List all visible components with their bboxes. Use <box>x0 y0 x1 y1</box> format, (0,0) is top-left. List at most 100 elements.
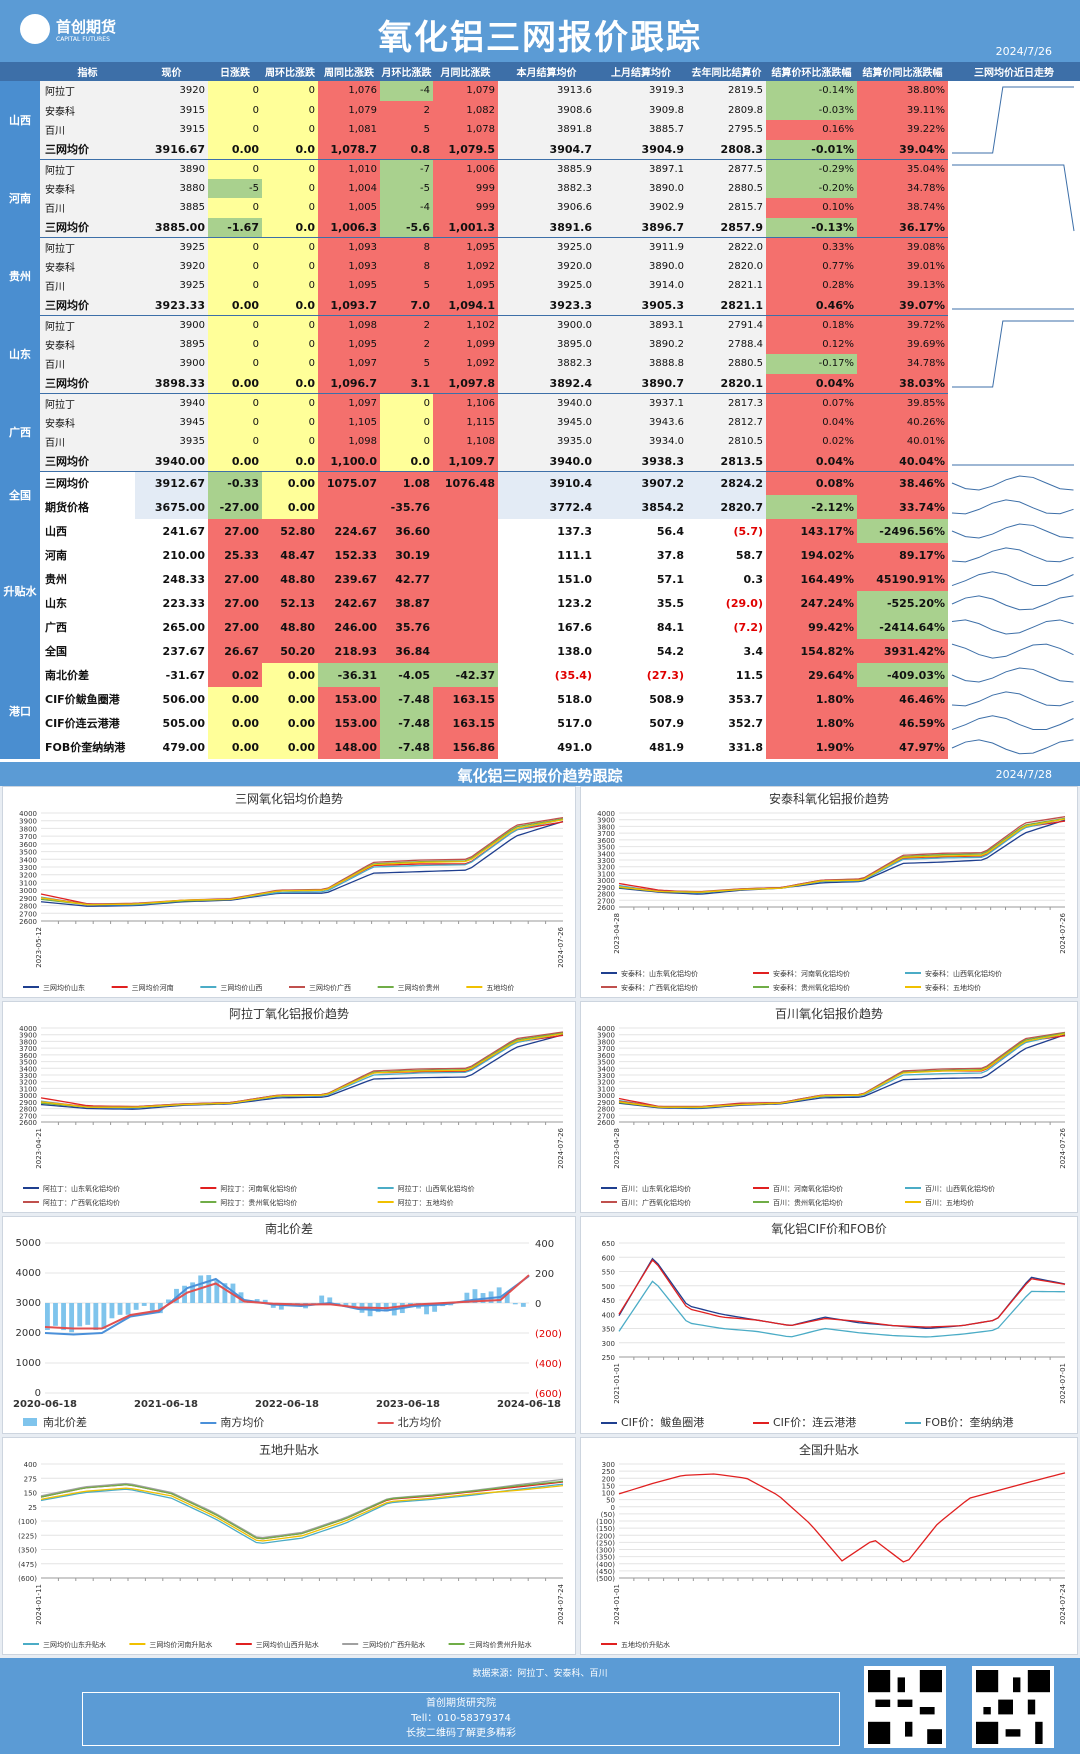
region-label: 山西 <box>0 81 40 159</box>
table-cell: 1,097 <box>318 354 380 374</box>
table-cell: -27.00 <box>208 495 262 519</box>
table-cell: 46.59% <box>857 711 948 735</box>
x-tick-label: 2023-04-21 <box>35 1128 43 1169</box>
y-tick-label: 2700 <box>597 1112 615 1120</box>
header-cell-blank <box>0 62 40 81</box>
table-cell: 3919.3 <box>595 81 687 101</box>
column-header: 三网均价近日走势 <box>948 62 1080 81</box>
table-cell: -2.12% <box>766 495 857 519</box>
table-cell: 1,098 <box>318 432 380 452</box>
bar <box>520 1303 526 1307</box>
y-tick-label: 3300 <box>19 864 37 872</box>
y-tick-label: 3900 <box>597 1032 615 1040</box>
logo-subtext: CAPITAL FUTURES <box>56 36 110 43</box>
y-tick-label: 3900 <box>19 818 37 826</box>
bar <box>93 1303 99 1331</box>
legend-label: 三网均价河南 <box>132 983 174 992</box>
table-cell: 3896.7 <box>595 217 687 238</box>
table-row: 三网均价 3923.33 0.00 0.0 1,093.7 7.0 1,094.1 3923.… <box>0 295 1080 316</box>
table-cell: 3943.6 <box>595 412 687 432</box>
column-header: 日涨跌 <box>208 62 262 81</box>
qr-code-icon[interactable] <box>864 1666 946 1748</box>
section-title: 氧化铝三网报价趋势跟踪 <box>457 767 623 785</box>
table-cell: 1,115 <box>433 412 498 432</box>
table-cell: 0.04% <box>766 373 857 394</box>
table-cell: 3891.8 <box>498 120 595 140</box>
bar <box>424 1303 429 1315</box>
table-cell: 3.1 <box>380 373 433 394</box>
table-cell: 242.67 <box>318 591 380 615</box>
y-tick-label: 5000 <box>16 1238 41 1249</box>
table-cell: 48.47 <box>262 543 318 567</box>
y2-tick-label: (600) <box>535 1389 562 1400</box>
table-cell: 0.33% <box>766 237 857 257</box>
table-cell: 0.28% <box>766 276 857 296</box>
table-cell: 33.74% <box>857 495 948 519</box>
table-cell: 3885 <box>135 198 208 218</box>
qr-code-icon[interactable] <box>972 1666 1054 1748</box>
table-row: 百川 3935 0 0 1,098 0 1,108 3935.0 3934.0 2810.5 0.0… <box>0 432 1080 452</box>
chart-title: 全国升贴水 <box>799 1442 859 1457</box>
y-tick-label: 3100 <box>597 1085 615 1093</box>
y-tick-label: 2800 <box>597 891 615 899</box>
y-tick-label: 3800 <box>597 1038 615 1046</box>
table-cell: 0.02% <box>766 432 857 452</box>
column-header: 结算价同比涨跌幅 <box>857 62 948 81</box>
table-cell <box>433 615 498 639</box>
table-cell: 1,102 <box>433 315 498 335</box>
table-cell: 0.0 <box>262 217 318 238</box>
column-header: 月环比涨跌 <box>380 62 433 81</box>
legend-label: CIF价：连云港港 <box>773 1416 856 1429</box>
table-cell: 247.24% <box>766 591 857 615</box>
table-cell: 26.67 <box>208 639 262 663</box>
row-label: 阿拉丁 <box>40 315 135 335</box>
table-cell: 3891.6 <box>498 217 595 238</box>
table-cell: 0.0 <box>262 451 318 472</box>
y-tick-label: 3700 <box>597 1045 615 1053</box>
table-cell: 517.0 <box>498 711 595 735</box>
table-cell: 0.08% <box>766 471 857 495</box>
sparkline <box>951 667 1074 683</box>
bar <box>61 1303 66 1331</box>
legend-label: 安泰科：五地均价 <box>925 983 981 992</box>
chart-panel: 全国升贴水 (500) (450) (400) (350) (300) (250) (200)… <box>580 1437 1078 1655</box>
table-cell: 0.00 <box>208 295 262 316</box>
y-tick-label: (150) <box>596 1525 615 1533</box>
table-cell: 1,097 <box>318 393 380 413</box>
table-cell: 0.02 <box>208 663 262 687</box>
y-tick-label: (225) <box>18 1532 37 1540</box>
legend-label: 安泰科：山西氧化铝均价 <box>925 969 1002 978</box>
table-cell: 3920 <box>135 256 208 276</box>
y-tick-label: 2700 <box>597 897 615 905</box>
table-cell: 39.08% <box>857 237 948 257</box>
chart-panel: 阿拉丁氧化铝报价趋势 2600 2700 2800 2900 3000 3100 3200 33… <box>2 1001 576 1213</box>
table-cell: 1,093 <box>318 256 380 276</box>
table-cell: 3937.1 <box>595 393 687 413</box>
table-cell: 0 <box>262 354 318 374</box>
region-label: 全国 <box>0 471 40 519</box>
table-cell: 0 <box>380 432 433 452</box>
table-cell: 0 <box>208 315 262 335</box>
org-name: 首创期货研究院 <box>426 1698 496 1709</box>
x-tick-label: 2024-01-11 <box>35 1584 43 1625</box>
row-label: 山西 <box>40 519 135 543</box>
table-cell: 2877.5 <box>687 159 766 179</box>
table-cell: 352.7 <box>687 711 766 735</box>
chart-panel: 南北价差 0 1000 2000 3000 4000 5000 400 200 0 (200) (40… <box>2 1216 576 1434</box>
y-tick-label: 4000 <box>597 1025 615 1033</box>
y-tick-label: 100 <box>602 1490 615 1498</box>
sparkline-cell <box>948 471 1080 519</box>
table-cell: -1.67 <box>208 217 262 238</box>
table-cell: (7.2) <box>687 615 766 639</box>
series-line <box>40 818 564 906</box>
row-label: 安泰科 <box>40 256 135 276</box>
table-cell: -0.20% <box>766 178 857 198</box>
row-label: 阿拉丁 <box>40 393 135 413</box>
table-cell: 34.78% <box>857 354 948 374</box>
y-tick-label: 2800 <box>19 1106 37 1114</box>
table-cell: 2820.7 <box>687 495 766 519</box>
table-cell: 1,004 <box>318 178 380 198</box>
region-label: 河南 <box>0 159 40 237</box>
table-cell: 1,095 <box>318 276 380 296</box>
table-cell: 1,093.7 <box>318 295 380 316</box>
